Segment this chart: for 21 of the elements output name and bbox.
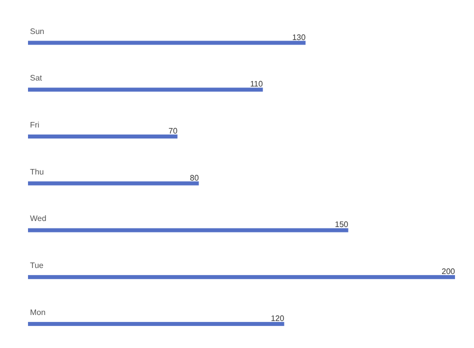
- y-tick-label: Mon: [30, 308, 46, 317]
- y-tick-label: Tue: [30, 261, 44, 270]
- data-label: 130: [292, 32, 306, 42]
- data-label: 70: [168, 126, 178, 136]
- y-tick-label: Sat: [30, 74, 43, 83]
- data-label: 200: [442, 267, 456, 276]
- bar: [28, 275, 455, 280]
- data-label: 120: [270, 314, 285, 323]
- bar: [28, 228, 348, 232]
- bar: [28, 134, 178, 139]
- data-label: 110: [250, 80, 264, 89]
- bar: [28, 88, 263, 92]
- data-label: 80: [190, 173, 200, 182]
- y-tick-label: Fri: [30, 120, 40, 130]
- bar: [28, 181, 199, 186]
- y-tick-label: Thu: [30, 167, 44, 176]
- y-tick-label: Sun: [30, 26, 44, 36]
- bar: [28, 40, 306, 45]
- data-label: 150: [334, 220, 349, 230]
- bar: [28, 322, 284, 326]
- y-tick-label: Wed: [30, 214, 46, 224]
